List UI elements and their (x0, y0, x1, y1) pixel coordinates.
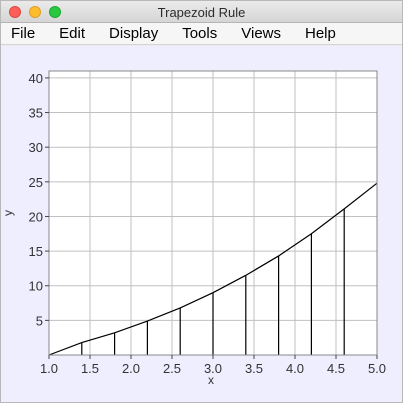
x-tick-label: 5.0 (368, 361, 386, 376)
y-tick-label: 15 (29, 244, 43, 259)
x-tick-label: 1.5 (81, 361, 99, 376)
x-tick-label: 2.0 (122, 361, 140, 376)
x-tick-label: 4.5 (327, 361, 345, 376)
maximize-traffic-light-icon[interactable] (49, 6, 61, 18)
function-curve (48, 182, 378, 356)
menu-file[interactable]: File (11, 24, 36, 42)
x-axis-label: x (208, 373, 214, 387)
x-tick-label: 2.5 (163, 361, 181, 376)
menu-display[interactable]: Display (109, 24, 159, 42)
minimize-traffic-light-icon[interactable] (29, 6, 41, 18)
menu-views[interactable]: Views (241, 24, 281, 42)
y-tick-label: 10 (29, 279, 43, 294)
y-tick-label: 35 (29, 106, 43, 121)
close-traffic-light-icon[interactable] (9, 6, 21, 18)
x-tick-label: 4.0 (286, 361, 304, 376)
y-tick-label: 30 (29, 140, 43, 155)
menu-tools[interactable]: Tools (182, 24, 218, 42)
menu-help[interactable]: Help (305, 24, 336, 42)
plot-panel: 1.0 1.5 2.0 2.5 3.0 3.5 4.0 4.5 5.0 5 10 15 20 25 30 35… (1, 46, 402, 402)
window-title: Trapezoid Rule (157, 5, 246, 20)
x-tick-label: 3.5 (245, 361, 263, 376)
y-tick-label: 40 (29, 71, 43, 86)
trapezoid-chart[interactable]: 1.0 1.5 2.0 2.5 3.0 3.5 4.0 4.5 5.0 5 10 15 20 25 30 35… (1, 46, 402, 402)
title-bar[interactable]: Trapezoid Rule (1, 1, 402, 23)
y-axis-label: y (1, 210, 15, 216)
x-tick-label: 3.0 (204, 361, 222, 376)
menu-edit[interactable]: Edit (59, 24, 86, 42)
x-tick-label: 1.0 (40, 361, 58, 376)
y-tick-label: 25 (29, 175, 43, 190)
menu-bar: File Edit Display Tools Views Help (1, 23, 402, 45)
y-tick-label: 20 (29, 209, 43, 224)
y-tick-label: 5 (36, 313, 43, 328)
